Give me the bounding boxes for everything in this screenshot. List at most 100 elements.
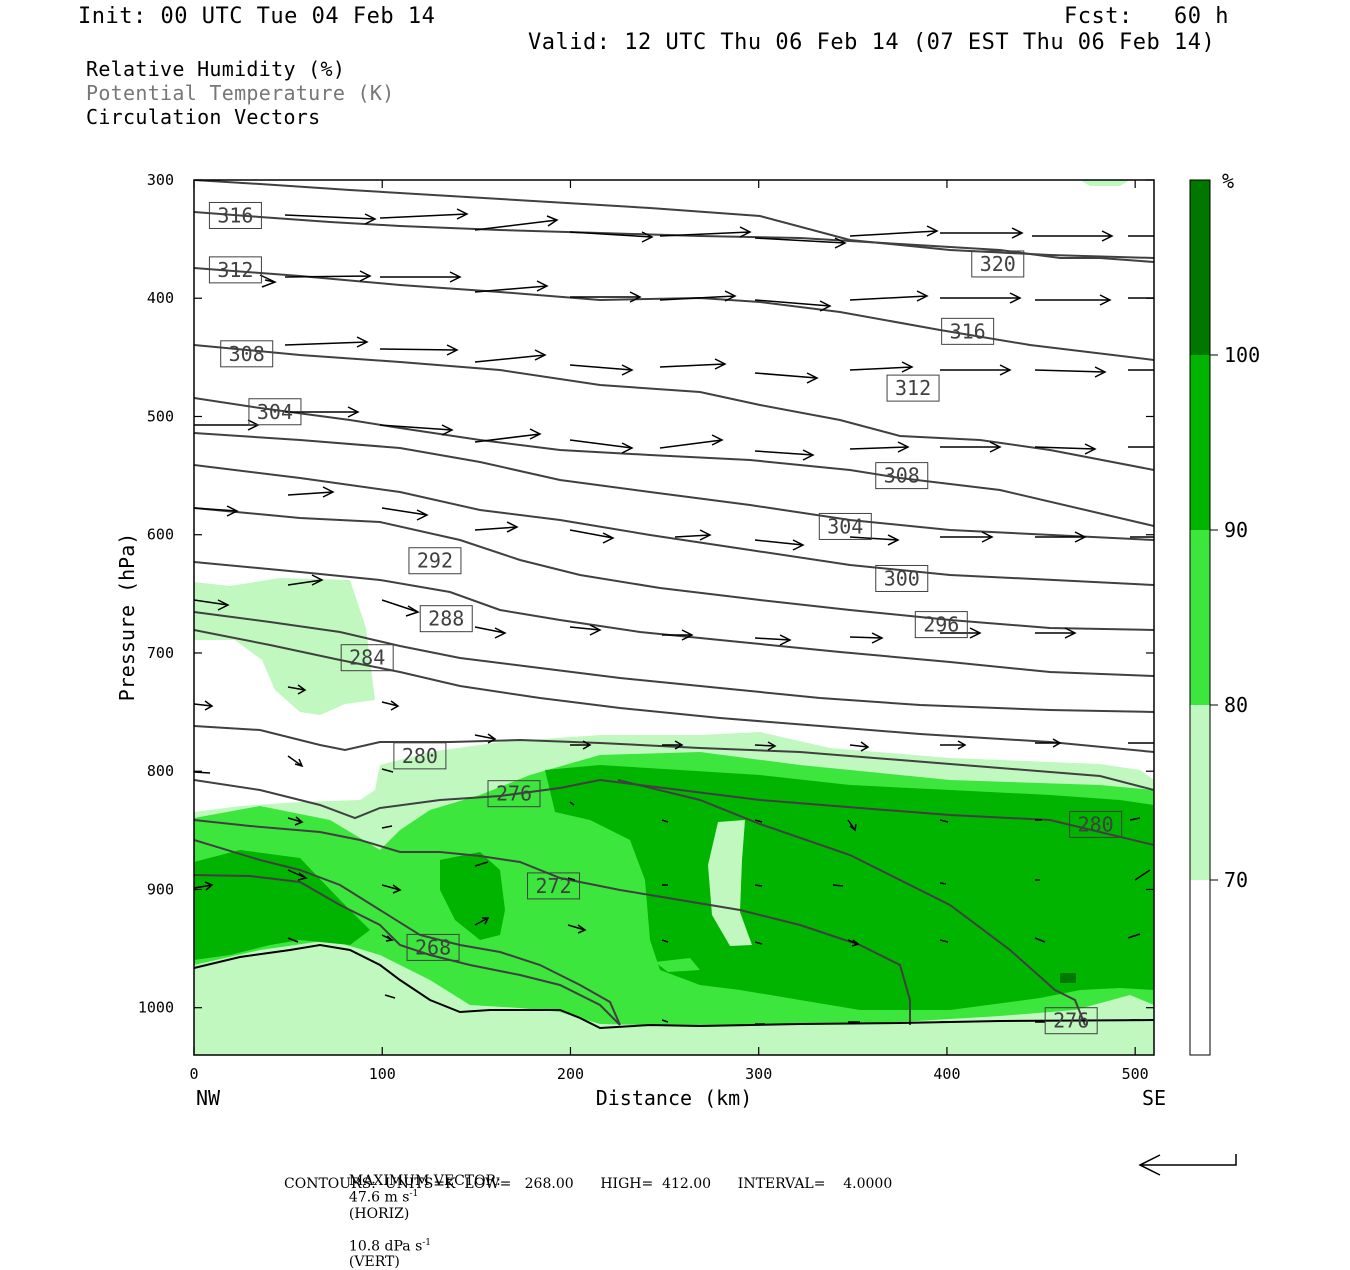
x-end-label-right: SE — [1142, 1086, 1166, 1110]
contour-label-text: 312 — [895, 376, 931, 400]
contour-line — [194, 267, 1154, 361]
contour-label: 268 — [406, 933, 460, 961]
init-time: Init: 00 UTC Tue 04 Feb 14 — [78, 4, 436, 29]
contour-label-text: 280 — [402, 744, 438, 768]
rh-100-cell — [1060, 973, 1076, 983]
y-axis-label: Pressure (hPa) — [115, 533, 139, 702]
wind-vector-row — [284, 336, 1154, 384]
wind-vector-row — [193, 574, 1077, 646]
x-tick-label: 0 — [189, 1065, 198, 1083]
contour-label-box — [487, 780, 541, 808]
contour-label-text: 276 — [1053, 1009, 1089, 1033]
y-tick-label: 700 — [147, 644, 174, 662]
x-tick-label: 300 — [745, 1065, 772, 1083]
x-axis: 0 100 200 300 400 500 — [189, 180, 1149, 1083]
y-tick-label: 900 — [147, 880, 174, 898]
rh-shading — [194, 180, 1154, 1055]
x-tick-label: 100 — [369, 1065, 396, 1083]
contour-line — [194, 432, 1154, 541]
contour-label: 312 — [886, 374, 940, 402]
legend-theta: Potential Temperature (K) — [86, 81, 395, 105]
rh-70-region — [194, 578, 375, 715]
contour-line — [194, 344, 1154, 471]
colorbar-segment-90 — [1190, 355, 1210, 530]
contour-line — [194, 778, 1154, 846]
contour-label-text: 304 — [257, 400, 293, 424]
contour-label: 308 — [220, 340, 274, 368]
contour-label: 284 — [340, 644, 394, 672]
y-tick-label: 400 — [147, 289, 174, 307]
legend-rh: Relative Humidity (%) — [86, 57, 346, 81]
rh-70-inner — [655, 958, 700, 972]
contour-label-box — [1069, 810, 1123, 838]
contour-label-box — [1044, 1007, 1098, 1035]
contour-label: 272 — [527, 872, 581, 900]
contour-line — [194, 725, 1154, 791]
x-tick-label: 400 — [933, 1065, 960, 1083]
contour-label: 316 — [208, 201, 262, 229]
max-vector-horiz: 47.6 m s — [348, 1189, 410, 1206]
colorbar-frame — [1189, 179, 1211, 1056]
circulation-vectors — [193, 208, 1154, 1025]
contour-label: 312 — [208, 256, 262, 284]
contour-label-text: 268 — [415, 935, 451, 959]
colorbar: % 70 80 90 100 — [1189, 169, 1260, 1056]
contour-label-box — [875, 564, 929, 592]
contour-label-text: 316 — [950, 319, 986, 343]
contour-line — [194, 611, 1154, 713]
colorbar-segment-100 — [1190, 180, 1210, 355]
x-axis-label: Distance (km) — [596, 1086, 753, 1110]
contour-label-text: 296 — [923, 613, 959, 637]
contour-label: 280 — [1069, 810, 1123, 838]
rh-70-inner — [708, 820, 752, 946]
wind-vector-row — [287, 917, 1141, 947]
contour-label-box — [886, 374, 940, 402]
contour-label-box — [406, 933, 460, 961]
colorbar-tick-label: 70 — [1224, 868, 1248, 892]
wind-vector-row — [384, 994, 1140, 1025]
y-tick-label: 300 — [147, 171, 174, 189]
contour-line — [194, 507, 1154, 631]
contour-label-box — [208, 256, 262, 284]
contour-line — [194, 464, 1154, 586]
plot-frame — [193, 179, 1155, 1056]
y-tick-label: 1000 — [138, 999, 174, 1017]
wind-vector-row — [259, 270, 1154, 312]
contour-label: 308 — [875, 462, 929, 490]
max-vector-vert-unit: (VERT) — [348, 1254, 400, 1270]
contour-label-box — [248, 398, 302, 426]
y-tick-label: 600 — [147, 526, 174, 544]
rh-70-corner — [1080, 180, 1130, 186]
colorbar-tick-label: 100 — [1224, 343, 1260, 367]
colorbar-segment-white — [1190, 880, 1210, 1055]
contour-label-box — [208, 201, 262, 229]
contour-label: 276 — [1044, 1007, 1098, 1035]
contour-label: 280 — [393, 742, 447, 770]
x-tick-label: 500 — [1122, 1065, 1149, 1083]
y-axis: 300 400 500 600 700 800 900 1000 — [138, 171, 1154, 1017]
rh-90-region — [194, 765, 1154, 1010]
colorbar-tick-label: 90 — [1224, 518, 1248, 542]
contour-label: 320 — [971, 250, 1025, 278]
y-tick-label: 500 — [147, 407, 174, 425]
contour-label-text: 276 — [496, 782, 532, 806]
contour-label-box — [914, 611, 968, 639]
x-end-label-left: NW — [196, 1086, 221, 1110]
contour-label-box — [818, 512, 872, 540]
contour-label-text: 308 — [884, 464, 920, 488]
contour-label-text: 320 — [980, 252, 1016, 276]
contour-label-box — [527, 872, 581, 900]
wind-vector-row — [284, 208, 1154, 249]
x-tick-label: 200 — [557, 1065, 584, 1083]
colorbar-unit: % — [1222, 169, 1234, 193]
contour-label: 304 — [818, 512, 872, 540]
cross-section-chart: 3163123083043203163123083043002962922882… — [115, 169, 1260, 1176]
contour-label-text: 312 — [217, 258, 253, 282]
valid-time: Valid: 12 UTC Thu 06 Feb 14 (07 EST Thu … — [528, 30, 1216, 55]
contour-line — [617, 779, 1086, 1026]
contour-label-box — [941, 317, 995, 345]
terrain-surface-line — [193, 943, 1155, 1030]
contour-label-box — [408, 547, 462, 575]
colorbar-segment-70 — [1190, 705, 1210, 880]
